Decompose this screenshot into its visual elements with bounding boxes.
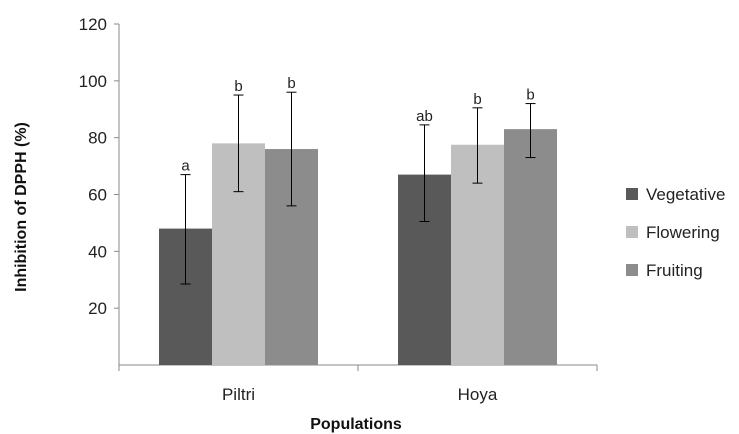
legend-swatch-flowering <box>626 226 638 238</box>
y-axis-title: Inhibition of DPPH (%) <box>13 122 30 292</box>
x-axis-title: Populations <box>310 416 402 433</box>
y-tick-label: 80 <box>88 129 107 148</box>
legend-label-vegetative: Vegetative <box>646 185 725 204</box>
x-tick-label: Hoya <box>458 385 498 404</box>
significance-label: b <box>526 87 534 104</box>
significance-label: b <box>287 75 295 92</box>
bar-fruiting-hoya <box>504 129 557 365</box>
significance-label: b <box>473 91 481 108</box>
significance-label: ab <box>416 108 433 125</box>
legend-swatch-vegetative <box>626 188 638 200</box>
y-tick-label: 60 <box>88 186 107 205</box>
legend-swatch-fruiting <box>626 264 638 276</box>
significance-label: b <box>234 78 242 95</box>
legend: Vegetative Flowering Fruiting <box>626 185 725 280</box>
significance-label: a <box>181 158 190 175</box>
y-tick-label: 40 <box>88 242 107 261</box>
legend-label-fruiting: Fruiting <box>646 261 703 280</box>
error-bars-layer <box>180 91 536 285</box>
legend-label-flowering: Flowering <box>646 223 720 242</box>
y-tick-label: 20 <box>88 299 107 318</box>
y-tick-label: 100 <box>79 72 107 91</box>
bars-layer <box>159 129 557 365</box>
y-tick-label: 120 <box>79 15 107 34</box>
x-tick-label: Piltri <box>222 385 255 404</box>
